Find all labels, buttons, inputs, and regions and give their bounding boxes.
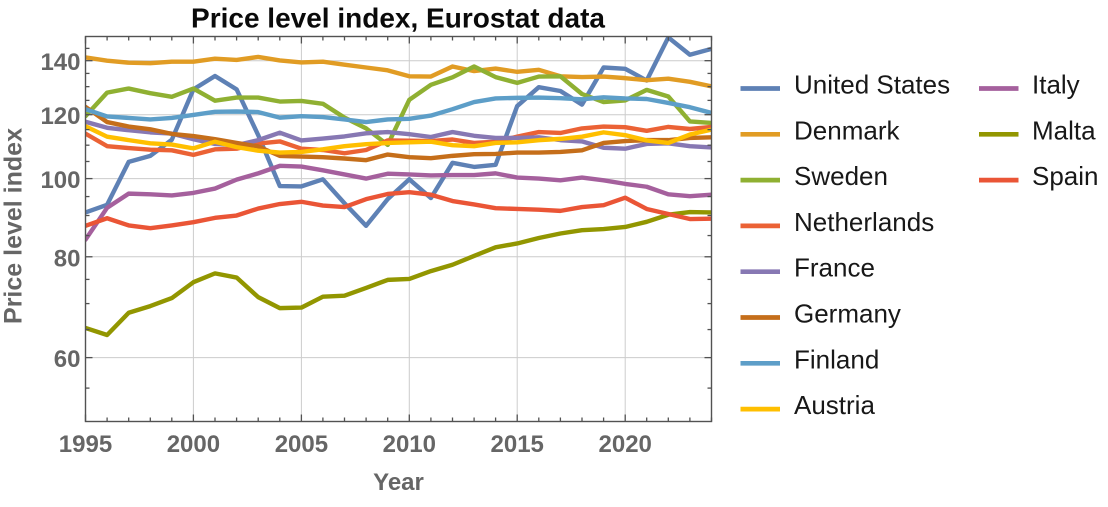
svg-text:Sweden: Sweden [794, 161, 888, 191]
svg-text:Spain: Spain [1032, 161, 1099, 191]
svg-text:United States: United States [794, 70, 950, 100]
svg-text:Netherlands: Netherlands [794, 207, 934, 237]
svg-text:Finland: Finland [794, 344, 879, 374]
svg-text:2005: 2005 [275, 431, 328, 458]
svg-text:2000: 2000 [167, 431, 220, 458]
svg-text:Austria: Austria [794, 390, 875, 420]
svg-text:100: 100 [40, 167, 80, 194]
svg-text:Germany: Germany [794, 299, 901, 329]
svg-text:Denmark: Denmark [794, 115, 900, 145]
svg-text:1995: 1995 [59, 431, 112, 458]
svg-text:France: France [794, 253, 875, 283]
svg-text:Malta: Malta [1032, 115, 1096, 145]
svg-text:60: 60 [54, 346, 81, 373]
svg-text:Italy: Italy [1032, 70, 1080, 100]
svg-text:80: 80 [54, 245, 81, 272]
svg-text:Year: Year [373, 469, 424, 496]
svg-text:Price level index, Eurostat da: Price level index, Eurostat data [191, 3, 605, 34]
svg-text:2020: 2020 [599, 431, 652, 458]
svg-text:140: 140 [40, 49, 80, 76]
svg-text:2015: 2015 [491, 431, 544, 458]
svg-text:Price level index: Price level index [0, 128, 28, 324]
svg-text:120: 120 [40, 103, 80, 130]
svg-text:2010: 2010 [383, 431, 436, 458]
